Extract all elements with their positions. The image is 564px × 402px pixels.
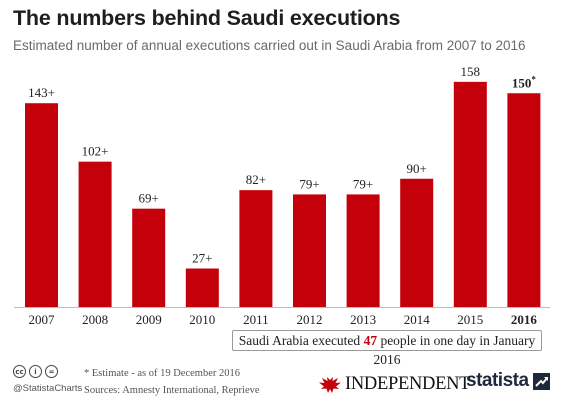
annotation-highlight: 47 xyxy=(363,333,378,348)
bar-2008 xyxy=(78,161,112,307)
statista-logo[interactable]: statista xyxy=(466,370,550,392)
chart-subtitle: Estimated number of annual executions ca… xyxy=(13,38,526,53)
bar-2016 xyxy=(507,93,541,307)
creative-commons-icon[interactable]: cc xyxy=(13,365,26,378)
data-label-2011: 82+ xyxy=(246,172,266,187)
x-tick-2007: 2007 xyxy=(29,312,56,327)
chart-title: The numbers behind Saudi executions xyxy=(13,6,401,30)
x-tick-2014: 2014 xyxy=(404,312,431,327)
data-label-2010: 27+ xyxy=(192,251,212,266)
x-tick-2008: 2008 xyxy=(82,312,108,327)
x-tick-2009: 2009 xyxy=(136,312,162,327)
x-tick-2015: 2015 xyxy=(457,312,483,327)
bar-2012 xyxy=(293,194,326,307)
license-icons: cc i = xyxy=(13,365,58,378)
bar-2009 xyxy=(132,208,166,307)
data-label-2012: 79+ xyxy=(299,176,319,191)
bar-2007 xyxy=(25,103,58,307)
independent-wordmark: INDEPENDENT xyxy=(345,374,471,394)
x-tick-2010: 2010 xyxy=(189,312,215,327)
bar-2010 xyxy=(185,268,219,307)
data-label-2016: 150* xyxy=(512,74,537,90)
data-label-2009: 69+ xyxy=(139,191,159,206)
bar-2011 xyxy=(239,190,273,307)
statista-wordmark: statista xyxy=(466,370,529,391)
data-label-2007: 143+ xyxy=(28,85,55,100)
x-tick-2011: 2011 xyxy=(243,312,269,327)
data-label-2014: 90+ xyxy=(407,161,427,176)
x-tick-2012: 2012 xyxy=(297,312,323,327)
estimate-note: * Estimate - as of 19 December 2016 xyxy=(84,368,240,379)
x-tick-2016: 2016 xyxy=(511,312,538,327)
annotation-suffix: people in one day in January 2016 xyxy=(373,333,536,367)
bar-2013 xyxy=(346,194,380,307)
data-label-2015: 158 xyxy=(461,64,481,79)
attribution-icon[interactable]: i xyxy=(29,365,42,378)
bar-2015 xyxy=(453,81,487,307)
annotation-box: Saudi Arabia executed 47 people in one d… xyxy=(232,330,542,367)
eagle-icon xyxy=(319,376,341,393)
independent-logo[interactable]: INDEPENDENT xyxy=(319,374,470,395)
statista-handle[interactable]: @StatistaCharts xyxy=(13,383,83,394)
data-label-2013: 79+ xyxy=(353,176,373,191)
sources-note: Sources: Amnesty International, Reprieve xyxy=(84,385,260,396)
bar-2014 xyxy=(400,178,434,307)
data-label-2008: 102+ xyxy=(82,144,109,159)
annotation-prefix: Saudi Arabia executed xyxy=(238,333,364,348)
no-derivatives-icon[interactable]: = xyxy=(45,365,58,378)
statista-mark-icon xyxy=(532,372,550,390)
footnote: * Estimate - as of 19 December 2016 Sour… xyxy=(84,365,260,399)
x-tick-2013: 2013 xyxy=(350,312,376,327)
